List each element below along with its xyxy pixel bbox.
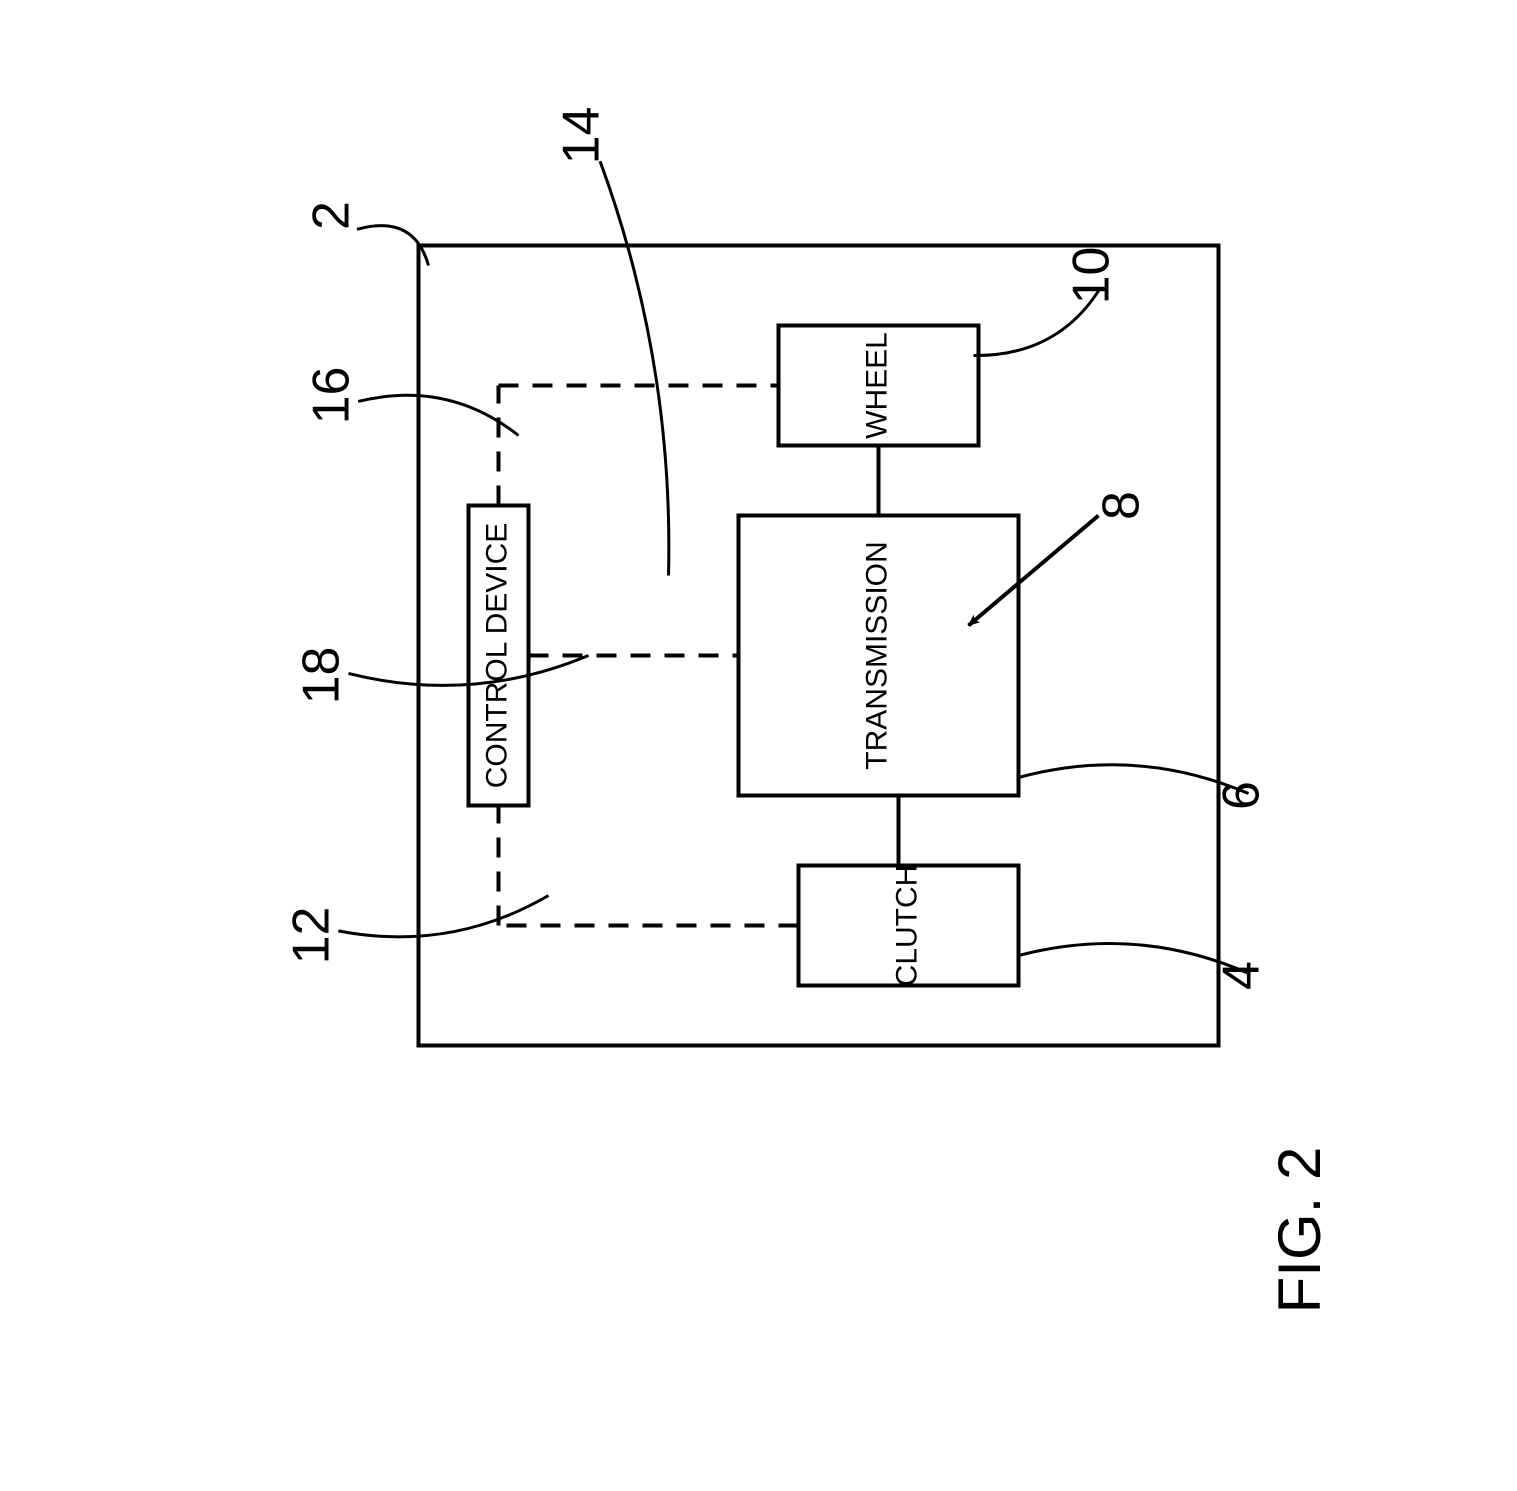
refnum-8: 8 (1093, 491, 1151, 520)
refnum-4: 4 (1213, 961, 1271, 990)
control-device-block: CONTROL DEVICE (469, 506, 529, 806)
figure-caption: FIG. 2 (1266, 1147, 1333, 1314)
clutch-block: CLUTCH (799, 865, 1019, 987)
refnum-10: 10 (1063, 247, 1121, 305)
refnum-14: 14 (553, 107, 611, 165)
ref-labels: 2 16 18 12 14 10 8 6 4 (283, 107, 1271, 990)
wheel-block: WHEEL (779, 326, 979, 446)
refnum-12: 12 (283, 907, 341, 965)
transmission-block: TRANSMISSION (739, 516, 1019, 796)
refnum-2: 2 (303, 201, 361, 230)
transmission-label: TRANSMISSION (860, 541, 893, 769)
ref-arrow-8 (969, 516, 1099, 626)
signal-links (499, 386, 799, 926)
control-device-label: CONTROL DEVICE (480, 523, 513, 789)
refnum-6: 6 (1213, 781, 1271, 810)
refnum-18: 18 (293, 647, 351, 705)
clutch-label: CLUTCH (890, 865, 923, 987)
system-enclosure (419, 246, 1219, 1046)
refnum-16: 16 (303, 367, 361, 425)
wheel-label: WHEEL (860, 332, 893, 439)
